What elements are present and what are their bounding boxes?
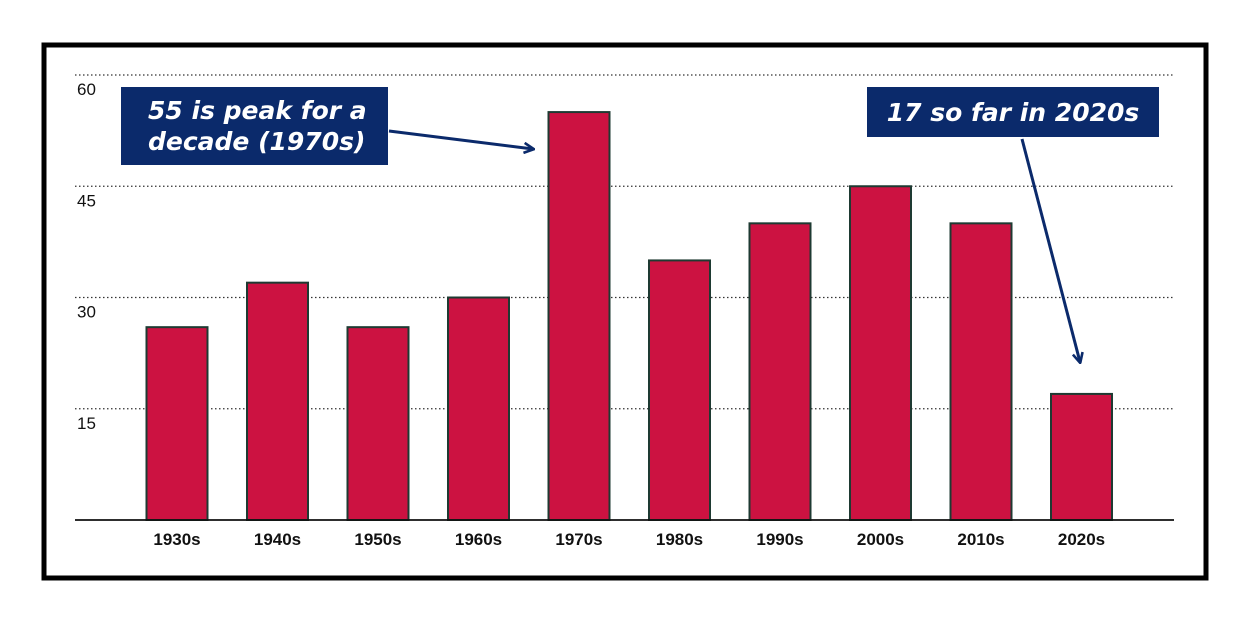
annotation-text: 17 so far in 2020s [887,98,1140,127]
bar [748,222,812,521]
bar [346,326,410,521]
y-tick-labels: 15 30 45 60 [77,80,96,433]
y-tick-label: 30 [77,303,96,322]
x-tick-label: 1990s [756,530,803,549]
x-tick-label: 2000s [857,530,904,549]
y-tick-label: 60 [77,80,96,99]
bar [949,222,1013,521]
x-tick-label: 2020s [1058,530,1105,549]
bar [447,296,510,521]
annotation-box-peak [121,87,388,165]
gridlines [75,74,1174,410]
x-tick-label: 1960s [455,530,502,549]
y-tick-label: 45 [77,191,96,210]
x-tick-label: 1950s [354,530,401,549]
bar [246,281,309,521]
x-tick-label: 1940s [254,530,301,549]
x-tick-label: 2010s [957,530,1004,549]
bar [849,185,912,521]
annotation-text: 55 is peak for a [148,96,367,125]
annotation-box-current [867,87,1159,137]
bar [648,259,711,521]
bar [547,111,611,521]
x-tick-label: 1980s [656,530,703,549]
x-tick-labels: 1930s 1940s 1950s 1960s 1970s 1980s 1990s 2000s… [153,530,1105,549]
bar [1050,392,1113,521]
annotation-arrow-current [1020,138,1080,362]
x-tick-label: 1970s [555,530,602,549]
bar [145,326,209,521]
annotation-arrow-peak [388,129,533,149]
y-tick-label: 15 [77,414,96,433]
x-tick-label: 1930s [153,530,200,549]
annotation-text: decade (1970s) [148,127,365,156]
